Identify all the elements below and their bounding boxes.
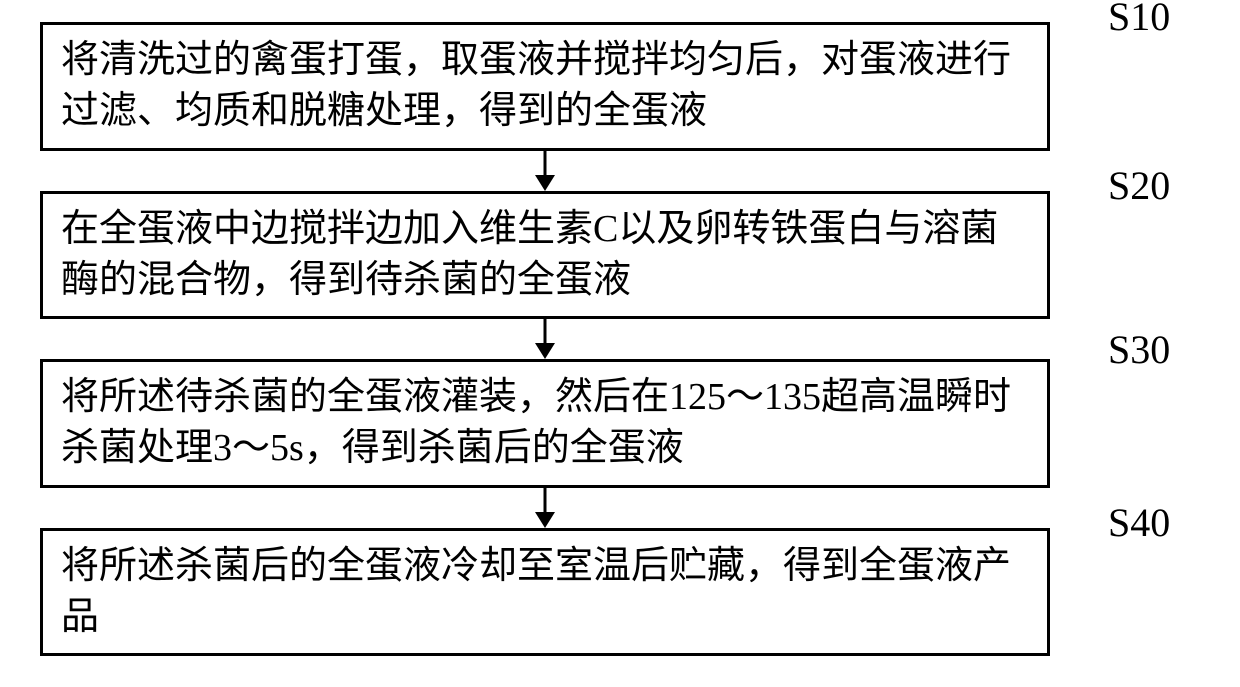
flow-step-label: S30 xyxy=(1108,326,1170,373)
flow-step-text: 将所述杀菌后的全蛋液冷却至室温后贮藏，得到全蛋液产品 xyxy=(61,545,1011,638)
flowchart-container: 将清洗过的禽蛋打蛋，取蛋液并搅拌均匀后，对蛋液进行过滤、均质和脱糖处理，得到的全… xyxy=(40,22,1200,656)
flow-step-text: 将所述待杀菌的全蛋液灌装，然后在125～135超高温瞬时杀菌处理3～5s，得到杀… xyxy=(61,376,1011,469)
flow-step-row: 将所述待杀菌的全蛋液灌装，然后在125～135超高温瞬时杀菌处理3～5s，得到杀… xyxy=(40,359,1200,488)
flow-step-text: 将清洗过的禽蛋打蛋，取蛋液并搅拌均匀后，对蛋液进行过滤、均质和脱糖处理，得到的全… xyxy=(61,39,1011,132)
flow-step-label: S40 xyxy=(1108,499,1170,546)
down-arrow-icon xyxy=(525,488,565,528)
flow-step-box-s30: 将所述待杀菌的全蛋液灌装，然后在125～135超高温瞬时杀菌处理3～5s，得到杀… xyxy=(40,359,1050,488)
flow-step-box-s40: 将所述杀菌后的全蛋液冷却至室温后贮藏，得到全蛋液产品 xyxy=(40,528,1050,657)
flow-step-text: 在全蛋液中边搅拌边加入维生素C以及卵转铁蛋白与溶菌酶的混合物，得到待杀菌的全蛋液 xyxy=(61,208,998,301)
flow-step-label: S20 xyxy=(1108,162,1170,209)
flow-arrow xyxy=(40,488,1050,528)
flow-step-row: 将所述杀菌后的全蛋液冷却至室温后贮藏，得到全蛋液产品 S40 xyxy=(40,528,1200,657)
flow-step-label: S10 xyxy=(1108,0,1170,40)
flow-step-box-s20: 在全蛋液中边搅拌边加入维生素C以及卵转铁蛋白与溶菌酶的混合物，得到待杀菌的全蛋液 xyxy=(40,191,1050,320)
down-arrow-icon xyxy=(525,151,565,191)
down-arrow-icon xyxy=(525,319,565,359)
flow-step-box-s10: 将清洗过的禽蛋打蛋，取蛋液并搅拌均匀后，对蛋液进行过滤、均质和脱糖处理，得到的全… xyxy=(40,22,1050,151)
flow-step-row: 将清洗过的禽蛋打蛋，取蛋液并搅拌均匀后，对蛋液进行过滤、均质和脱糖处理，得到的全… xyxy=(40,22,1200,151)
flow-step-row: 在全蛋液中边搅拌边加入维生素C以及卵转铁蛋白与溶菌酶的混合物，得到待杀菌的全蛋液… xyxy=(40,191,1200,320)
flow-arrow xyxy=(40,151,1050,191)
flow-arrow xyxy=(40,319,1050,359)
